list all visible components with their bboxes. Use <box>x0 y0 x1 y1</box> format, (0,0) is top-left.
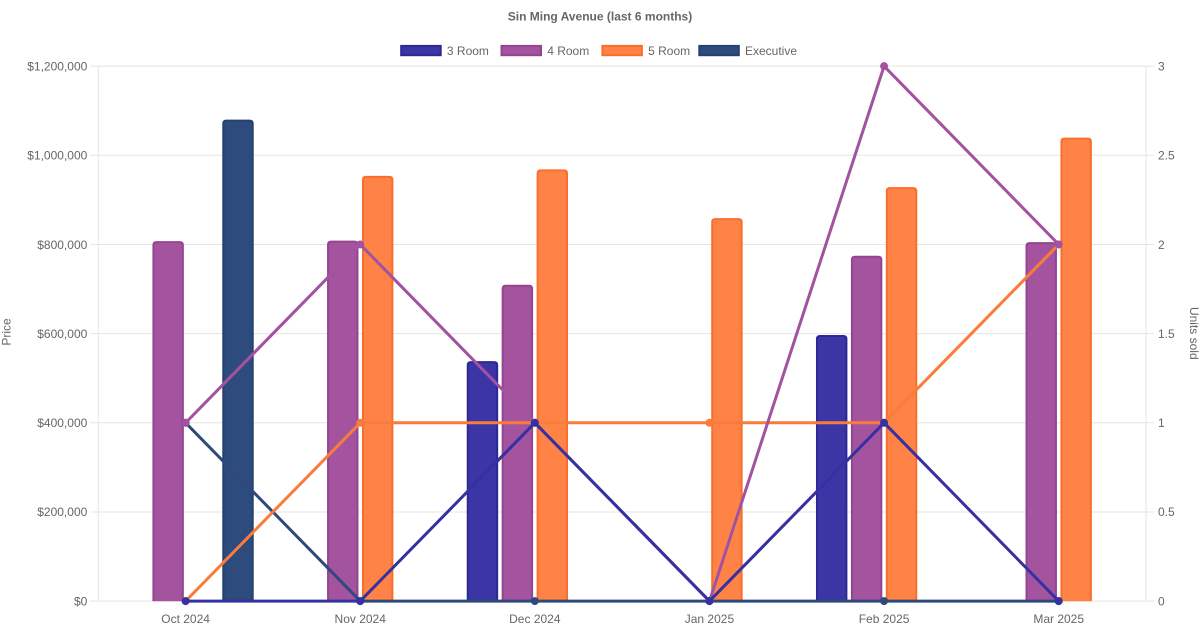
svg-text:Sin Ming Avenue (last 6 months: Sin Ming Avenue (last 6 months) <box>508 9 692 23</box>
svg-text:$400,000: $400,000 <box>37 416 87 430</box>
svg-text:$1,000,000: $1,000,000 <box>27 149 87 163</box>
svg-text:Dec 2024: Dec 2024 <box>509 612 561 626</box>
svg-text:0.5: 0.5 <box>1158 505 1175 519</box>
svg-text:3 Room: 3 Room <box>447 44 489 58</box>
svg-text:Jan 2025: Jan 2025 <box>685 612 735 626</box>
svg-text:2: 2 <box>1158 238 1165 252</box>
svg-text:Mar 2025: Mar 2025 <box>1033 612 1084 626</box>
svg-text:Executive: Executive <box>745 44 797 58</box>
svg-text:3: 3 <box>1158 59 1165 73</box>
svg-text:4 Room: 4 Room <box>547 44 589 58</box>
svg-text:$0: $0 <box>74 594 88 608</box>
svg-text:5 Room: 5 Room <box>648 44 690 58</box>
svg-text:$800,000: $800,000 <box>37 238 87 252</box>
svg-text:1: 1 <box>1158 416 1165 430</box>
svg-text:2.5: 2.5 <box>1158 149 1175 163</box>
svg-text:Price: Price <box>0 318 14 346</box>
svg-text:$1,200,000: $1,200,000 <box>27 59 87 73</box>
svg-text:$200,000: $200,000 <box>37 505 87 519</box>
svg-text:$600,000: $600,000 <box>37 327 87 341</box>
svg-text:0: 0 <box>1158 594 1165 608</box>
svg-text:1.5: 1.5 <box>1158 327 1175 341</box>
svg-text:Nov 2024: Nov 2024 <box>335 612 387 626</box>
svg-text:Units sold: Units sold <box>1187 307 1200 360</box>
svg-text:Oct 2024: Oct 2024 <box>161 612 210 626</box>
svg-text:Feb 2025: Feb 2025 <box>859 612 910 626</box>
